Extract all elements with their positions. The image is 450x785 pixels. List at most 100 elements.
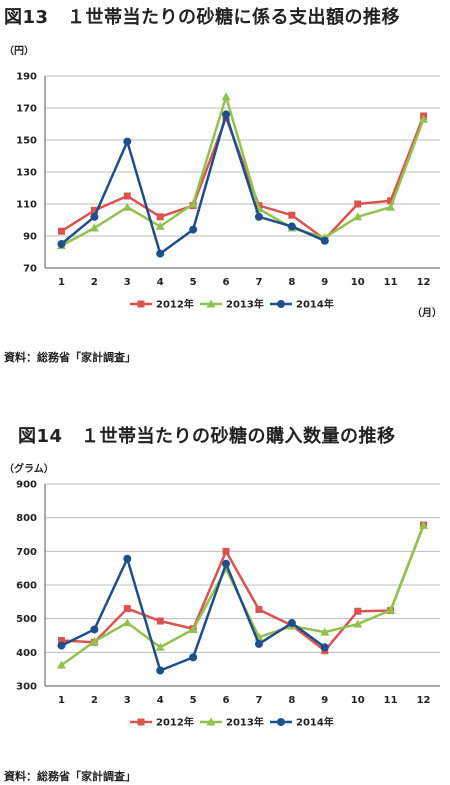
y-tick-label: 400	[16, 648, 37, 659]
legend-marker	[137, 300, 145, 308]
source-note: 資料：総務省「家計調査」	[4, 351, 136, 364]
data-point	[287, 619, 296, 628]
x-tick-label: 11	[384, 277, 398, 288]
data-point	[419, 114, 429, 123]
data-point	[188, 199, 198, 208]
data-point	[320, 627, 330, 636]
data-point	[221, 92, 231, 101]
y-tick-label: 500	[16, 614, 37, 625]
data-point	[122, 202, 132, 211]
y-tick-label: 900	[16, 480, 37, 491]
data-point	[188, 624, 198, 633]
series-2	[56, 92, 429, 250]
data-point	[222, 547, 230, 555]
series-line	[61, 524, 425, 652]
legend-label: 2013年	[226, 716, 264, 729]
x-tick-label: 3	[124, 277, 131, 288]
series-line	[60, 115, 425, 241]
x-tick-label: 9	[321, 277, 328, 288]
x-tick-label: 12	[417, 695, 431, 706]
data-point	[222, 110, 231, 119]
x-tick-label: 1	[58, 695, 65, 706]
legend-label: 2013年	[226, 298, 264, 311]
data-point	[353, 212, 363, 221]
y-unit-label: （グラム）	[4, 464, 54, 475]
y-tick-label: 190	[16, 72, 37, 83]
data-point	[122, 618, 132, 627]
y-tick-label: 130	[16, 168, 37, 179]
legend: 2012年 2013年 2014年	[130, 716, 334, 729]
x-tick-label: 7	[255, 277, 262, 288]
data-point	[90, 206, 98, 214]
data-point	[189, 653, 198, 662]
series-3	[57, 110, 329, 258]
x-tick-label: 10	[351, 695, 365, 706]
source-note: 資料：総務省「家計調査」	[4, 770, 136, 783]
x-tick-label: 1	[58, 277, 65, 288]
figure-title: 図13 １世帯当たりの砂糖に係る支出額の推移	[4, 7, 401, 28]
data-point	[57, 641, 66, 650]
data-point	[320, 236, 329, 245]
data-point	[255, 606, 263, 614]
x-tick-label: 2	[91, 277, 98, 288]
x-tick-label: 11	[384, 695, 398, 706]
x-tick-label: 7	[255, 695, 262, 706]
x-tick-label: 6	[223, 277, 230, 288]
data-point	[288, 211, 296, 219]
x-tick-label: 5	[190, 695, 197, 706]
y-tick-label: 170	[16, 104, 37, 115]
y-tick-label: 110	[16, 200, 37, 211]
legend-marker	[277, 300, 285, 308]
series-3	[57, 554, 329, 675]
x-tick-label: 8	[288, 277, 295, 288]
series-line	[60, 524, 425, 667]
y-tick-label: 70	[23, 264, 37, 275]
data-point	[123, 554, 132, 563]
data-point	[419, 520, 429, 529]
x-tick-label: 8	[288, 695, 295, 706]
data-point	[89, 223, 99, 232]
legend-marker	[137, 718, 145, 726]
x-tick-label: 2	[91, 695, 98, 706]
y-tick-label: 700	[16, 547, 37, 558]
legend: 2012年 2013年 2014年	[130, 298, 334, 311]
series-1	[57, 112, 428, 243]
data-point	[57, 240, 66, 248]
data-point	[123, 137, 132, 146]
data-point	[156, 617, 164, 625]
data-point	[56, 660, 66, 669]
legend-marker	[277, 718, 285, 726]
x-tick-label: 4	[157, 695, 164, 706]
x-tick-label: 4	[157, 277, 164, 288]
data-point	[57, 637, 65, 645]
figure-title: 図14 １世帯当たりの砂糖の購入数量の推移	[18, 426, 396, 447]
x-tick-label: 9	[321, 695, 328, 706]
x-tick-label: 5	[190, 277, 197, 288]
legend-marker	[206, 299, 216, 308]
data-point	[387, 197, 395, 205]
x-tick-label: 6	[223, 695, 230, 706]
x-tick-label: 3	[124, 695, 131, 706]
data-point	[254, 639, 263, 648]
legend-label: 2014年	[296, 716, 334, 729]
y-tick-label: 300	[16, 682, 37, 693]
y-unit-label: （円）	[4, 46, 34, 57]
data-point	[156, 213, 164, 221]
legend-label: 2014年	[296, 298, 334, 311]
data-point	[123, 192, 131, 200]
y-tick-label: 150	[16, 136, 37, 147]
data-point	[386, 605, 396, 614]
data-point	[189, 225, 198, 234]
legend-label: 2012年	[156, 298, 194, 311]
data-point	[254, 212, 263, 221]
data-point	[222, 559, 231, 568]
data-point	[90, 212, 99, 221]
data-point	[156, 249, 165, 258]
data-point	[320, 643, 329, 652]
data-point	[155, 221, 165, 230]
data-point	[90, 625, 99, 634]
y-tick-label: 800	[16, 513, 37, 524]
